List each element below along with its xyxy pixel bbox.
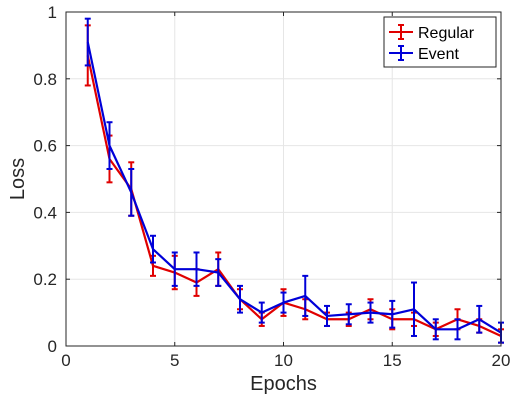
legend-label-event: Event (418, 46, 459, 63)
y-tick-label: 0.8 (33, 70, 57, 89)
y-tick-label: 0 (48, 337, 57, 356)
series-layer (84, 17, 504, 344)
legend-label-regular: Regular (418, 25, 475, 42)
x-tick-label: 15 (383, 351, 402, 370)
legend: Regular Event (383, 16, 497, 68)
ticks: 0 5 10 15 20 0 0.2 0.4 0.6 0.8 1 (33, 3, 510, 370)
y-tick-label: 0.6 (33, 137, 57, 156)
series-line-event (86, 41, 502, 334)
series-line-regular (86, 55, 502, 337)
series-event (84, 17, 504, 344)
grid (66, 12, 501, 346)
y-axis-label: Loss (7, 158, 29, 200)
y-tick-label: 1 (48, 3, 57, 22)
x-tick-label: 5 (170, 351, 179, 370)
y-tick-label: 0.4 (33, 203, 57, 222)
y-tick-label: 0.2 (33, 270, 57, 289)
x-tick-label: 20 (492, 351, 511, 370)
x-axis-label: Epochs (250, 373, 317, 395)
x-tick-label: 0 (61, 351, 70, 370)
x-tick-label: 10 (274, 351, 293, 370)
legend-item-event: Event (389, 45, 459, 63)
legend-item-regular: Regular (389, 24, 475, 42)
